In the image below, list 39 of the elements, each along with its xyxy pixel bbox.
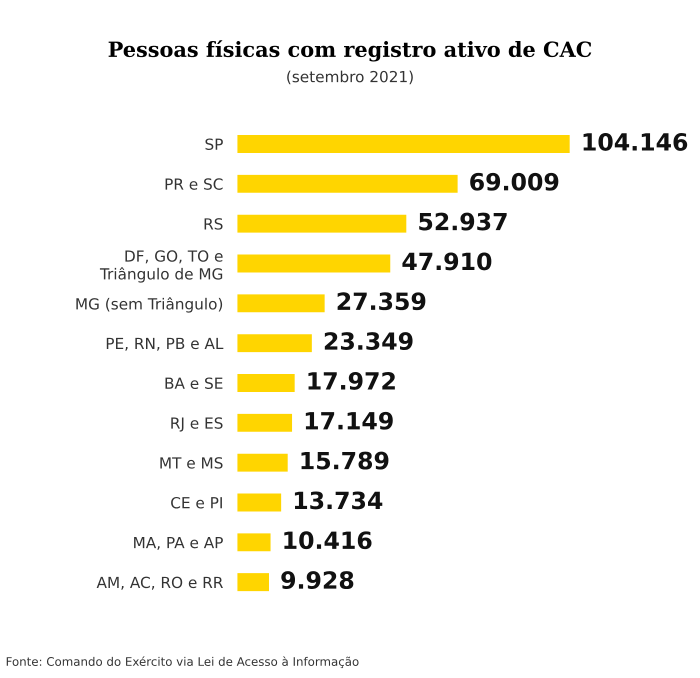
data-label: 17.149 bbox=[306, 412, 393, 430]
bar bbox=[237, 214, 406, 233]
y-tick-label: PE, RN, PB e AL bbox=[106, 338, 224, 351]
bar bbox=[237, 414, 292, 432]
bar bbox=[237, 573, 269, 592]
data-label: 52.937 bbox=[419, 212, 507, 231]
data-label: 9.928 bbox=[281, 571, 354, 589]
source-note: Fonte: Comando do Exército via Lei de Acesso à Informação bbox=[6, 656, 359, 668]
data-label: 10.416 bbox=[284, 531, 372, 550]
bar bbox=[237, 533, 271, 552]
bar bbox=[237, 135, 570, 153]
data-label: 15.789 bbox=[301, 452, 388, 470]
data-label: 17.972 bbox=[308, 372, 395, 390]
bar bbox=[237, 334, 312, 352]
y-tick-label: MA, PA e AP bbox=[134, 536, 223, 550]
y-tick-label: BA e SE bbox=[166, 377, 222, 390]
y-tick-label: CE e PI bbox=[171, 496, 222, 509]
data-label: 69.009 bbox=[470, 172, 558, 191]
data-label: 27.359 bbox=[338, 292, 426, 310]
y-tick-label: RJ e ES bbox=[171, 417, 223, 432]
bar bbox=[237, 254, 390, 272]
bar bbox=[237, 374, 295, 392]
y-tick-label: AM, AC, RO e RR bbox=[96, 576, 223, 590]
chart-title: Pessoas físicas com registro ativo de CAC bbox=[108, 40, 592, 62]
y-tick-label: DF, GO, TO e Triângulo de MG bbox=[100, 250, 223, 283]
data-label: 23.349 bbox=[324, 332, 413, 350]
data-label: 47.910 bbox=[402, 252, 492, 270]
chart-subtitle: (setembro 2021) bbox=[287, 70, 413, 84]
y-tick-label: MT e MS bbox=[160, 457, 223, 469]
bar bbox=[237, 454, 288, 472]
bar bbox=[237, 494, 282, 512]
bar bbox=[237, 294, 325, 312]
bar bbox=[237, 174, 458, 193]
y-tick-label: MG (sem Triângulo) bbox=[76, 297, 222, 313]
data-label: 104.146 bbox=[584, 132, 688, 151]
data-label: 13.734 bbox=[294, 491, 382, 510]
y-tick-label: PR e SC bbox=[166, 178, 223, 190]
y-tick-label: SP bbox=[206, 138, 223, 150]
y-tick-label: RS bbox=[204, 218, 223, 230]
